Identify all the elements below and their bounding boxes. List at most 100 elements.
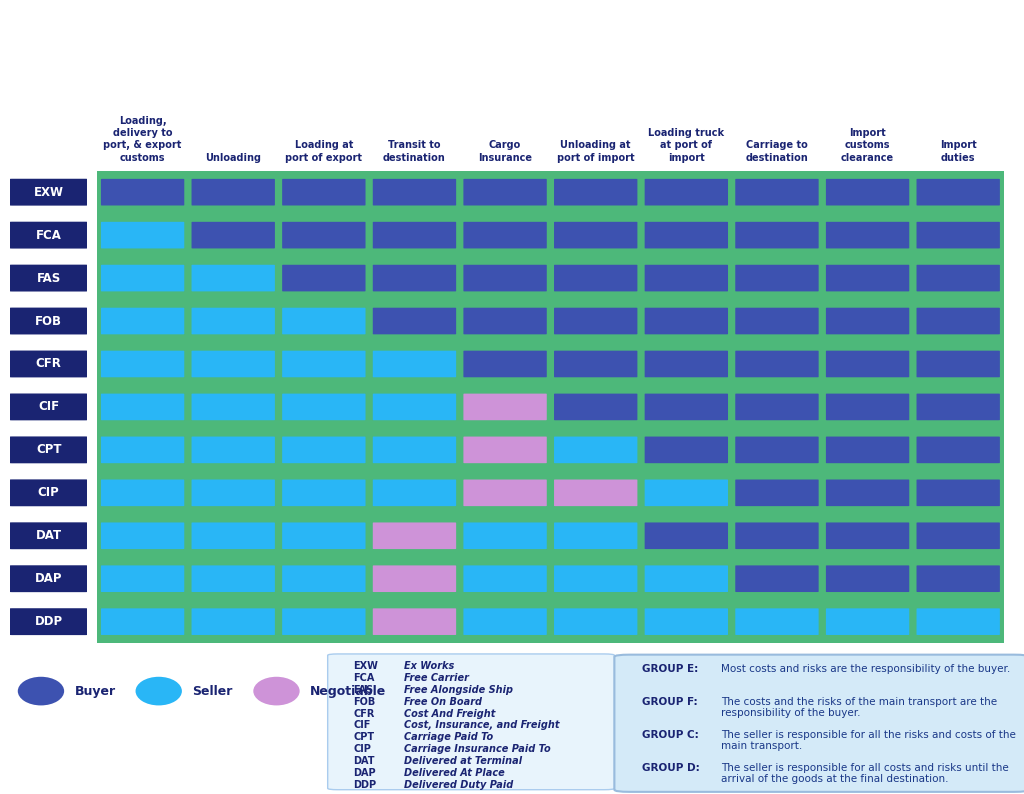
FancyBboxPatch shape [191,480,274,506]
Text: The seller is responsible for all the risks and costs of the
main transport.: The seller is responsible for all the ri… [721,730,1016,751]
Text: CIP: CIP [353,744,371,754]
FancyBboxPatch shape [8,480,89,507]
FancyBboxPatch shape [645,264,728,291]
FancyBboxPatch shape [283,264,366,291]
FancyBboxPatch shape [373,437,456,463]
FancyBboxPatch shape [283,437,366,463]
FancyBboxPatch shape [101,264,184,291]
Text: FOB: FOB [353,696,376,707]
FancyBboxPatch shape [464,351,547,377]
Bar [97,600,1004,643]
Text: CIF: CIF [353,720,371,730]
FancyBboxPatch shape [826,608,909,635]
FancyBboxPatch shape [8,222,89,249]
FancyBboxPatch shape [735,222,818,249]
Text: Seller: Seller [193,684,232,698]
Text: DDP: DDP [353,780,377,790]
FancyBboxPatch shape [826,264,909,291]
FancyBboxPatch shape [645,437,728,463]
FancyBboxPatch shape [826,394,909,420]
Text: FCA: FCA [36,229,61,241]
Text: Loading at
port of export: Loading at port of export [286,141,362,163]
Text: The seller is responsible for all costs and risks until the
arrival of the goods: The seller is responsible for all costs … [721,762,1009,784]
FancyBboxPatch shape [8,179,89,206]
FancyBboxPatch shape [554,565,637,592]
FancyBboxPatch shape [191,394,274,420]
FancyBboxPatch shape [464,437,547,463]
FancyBboxPatch shape [101,437,184,463]
Text: FOB: FOB [35,314,62,328]
Bar [97,214,1004,256]
FancyBboxPatch shape [8,437,89,464]
FancyBboxPatch shape [101,394,184,420]
Text: CFR: CFR [36,357,61,371]
FancyBboxPatch shape [101,179,184,206]
Text: EXW: EXW [353,661,378,671]
FancyBboxPatch shape [464,608,547,635]
FancyBboxPatch shape [554,437,637,463]
FancyBboxPatch shape [554,608,637,635]
Bar [97,342,1004,385]
Text: DAT: DAT [353,756,375,766]
Text: EXW: EXW [34,186,63,198]
FancyBboxPatch shape [191,522,274,549]
Text: Carriage Paid To: Carriage Paid To [404,732,494,742]
FancyBboxPatch shape [554,351,637,377]
Text: Cost And Freight: Cost And Freight [404,708,496,719]
FancyBboxPatch shape [464,264,547,291]
FancyBboxPatch shape [916,264,999,291]
Text: CPT: CPT [353,732,375,742]
Text: FCA: FCA [353,673,375,683]
FancyBboxPatch shape [826,308,909,334]
FancyBboxPatch shape [101,308,184,334]
FancyBboxPatch shape [328,654,614,790]
Bar [97,299,1004,342]
Bar [97,256,1004,299]
FancyBboxPatch shape [916,608,999,635]
FancyBboxPatch shape [191,608,274,635]
FancyBboxPatch shape [191,437,274,463]
FancyBboxPatch shape [826,522,909,549]
FancyBboxPatch shape [554,480,637,506]
FancyBboxPatch shape [283,222,366,249]
FancyBboxPatch shape [191,179,274,206]
FancyBboxPatch shape [101,608,184,635]
FancyBboxPatch shape [464,308,547,334]
FancyBboxPatch shape [645,222,728,249]
Text: GROUP F:: GROUP F: [642,697,697,707]
FancyBboxPatch shape [373,522,456,549]
FancyBboxPatch shape [191,222,274,249]
Text: Buyer: Buyer [75,684,116,698]
FancyBboxPatch shape [191,565,274,592]
Bar [97,472,1004,515]
FancyBboxPatch shape [735,179,818,206]
Text: DAP: DAP [353,768,376,778]
FancyBboxPatch shape [101,480,184,506]
Text: Unloading: Unloading [205,152,261,163]
FancyBboxPatch shape [373,308,456,334]
FancyBboxPatch shape [735,522,818,549]
Bar [97,385,1004,429]
Text: Delivered At Place: Delivered At Place [404,768,505,778]
Bar [97,171,1004,214]
Bar [97,557,1004,600]
FancyBboxPatch shape [283,394,366,420]
FancyBboxPatch shape [373,394,456,420]
Text: Cost, Insurance, and Freight: Cost, Insurance, and Freight [404,720,560,730]
Text: CFR: CFR [353,708,375,719]
FancyBboxPatch shape [283,351,366,377]
FancyBboxPatch shape [8,608,89,635]
FancyBboxPatch shape [464,565,547,592]
FancyBboxPatch shape [283,608,366,635]
FancyBboxPatch shape [373,179,456,206]
Text: Ex Works: Ex Works [404,661,455,671]
FancyBboxPatch shape [464,222,547,249]
FancyBboxPatch shape [735,480,818,506]
FancyBboxPatch shape [373,480,456,506]
FancyBboxPatch shape [101,351,184,377]
FancyBboxPatch shape [554,394,637,420]
Text: GROUP D:: GROUP D: [642,762,699,773]
Text: Carriage to
destination: Carriage to destination [745,141,808,163]
FancyBboxPatch shape [373,222,456,249]
Text: DAP: DAP [35,572,62,585]
